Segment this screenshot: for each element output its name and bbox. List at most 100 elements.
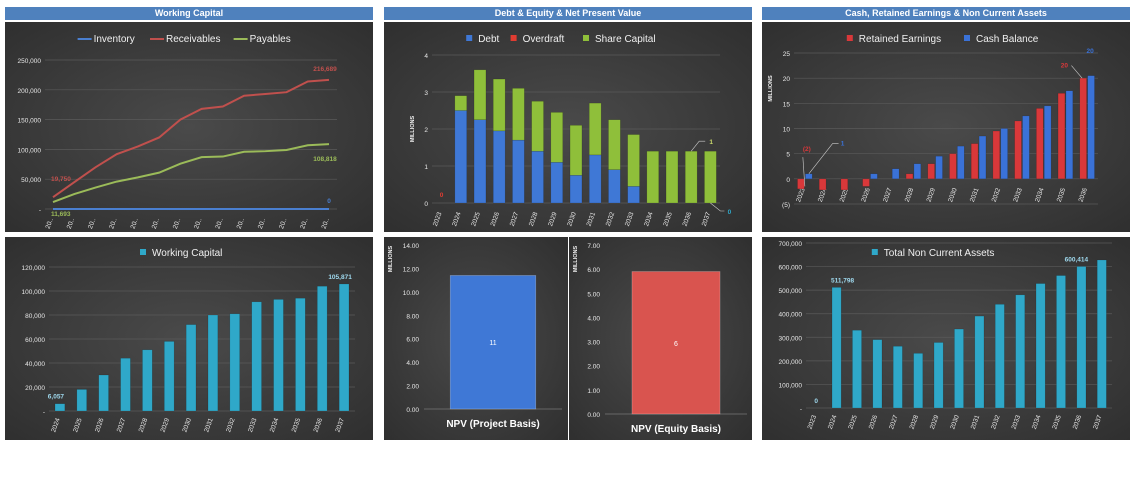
- x-tick-label: 20..: [236, 217, 246, 230]
- x-tick-label: 2036: [1077, 187, 1089, 203]
- data-label: 0: [814, 398, 818, 405]
- bar-debt: [608, 169, 621, 204]
- y-tick-label: 600,000: [779, 265, 803, 272]
- y-tick-label: 5.00: [587, 291, 600, 298]
- y-tick-label: 4.00: [587, 315, 600, 322]
- x-tick-label: 2023: [807, 414, 819, 430]
- x-tick-label: 2030: [949, 414, 961, 430]
- x-tick-label: 2030: [566, 211, 578, 227]
- x-tick-label: 2024: [817, 187, 829, 203]
- x-tick-label: 20..: [299, 217, 309, 230]
- y-tick-label: 4.00: [406, 360, 419, 367]
- legend-label: Working Capital: [152, 248, 222, 259]
- bar-working-capital-bars: [98, 374, 109, 412]
- y-tick-label: 150,000: [18, 118, 42, 125]
- x-tick-label: 2031: [970, 414, 982, 430]
- legend-swatch: [510, 35, 517, 41]
- bar-retained-earnings: [1079, 77, 1087, 180]
- legend-swatch: [140, 249, 146, 255]
- x-tick-label: 2024: [50, 417, 62, 433]
- y-tick-label: 120,000: [22, 265, 46, 272]
- legend-label: Receivables: [166, 34, 220, 45]
- x-tick-label: 2030: [947, 187, 959, 203]
- npv-bar: [449, 275, 537, 410]
- bar-cash-balance: [1022, 115, 1030, 180]
- x-tick-label: 2037: [334, 417, 346, 433]
- data-label: (2): [803, 146, 811, 153]
- y-tick-label: 500,000: [779, 288, 803, 295]
- y-tick-label: 15: [783, 101, 791, 108]
- x-tick-label: 2034: [643, 211, 655, 227]
- bar-cash-balance: [913, 163, 922, 180]
- y-tick-label: -: [39, 207, 41, 214]
- leader-line: [808, 143, 839, 174]
- leader-line: [1071, 65, 1083, 79]
- bar-retained-earnings: [818, 178, 827, 191]
- x-tick-label: 2031: [586, 211, 598, 227]
- x-tick-label: 2026: [868, 414, 880, 430]
- bar-cash-balance: [891, 168, 900, 180]
- x-tick-label: 2027: [116, 417, 128, 433]
- bar-non-current-assets: [954, 328, 964, 409]
- bar-working-capital-bars: [142, 349, 153, 412]
- y-tick-label: -: [43, 409, 45, 416]
- bar-non-current-assets: [933, 342, 944, 409]
- bar-share-capital: [588, 102, 602, 156]
- bar-cash-balance: [1000, 128, 1008, 180]
- header-debt-equity: Debt & Equity & Net Present Value: [384, 7, 752, 20]
- x-tick-label: 2031: [203, 417, 215, 433]
- bar-retained-earnings: [927, 163, 935, 180]
- data-label: 511,798: [831, 277, 855, 284]
- data-label: 11: [489, 340, 496, 347]
- legend-swatch: [846, 35, 853, 41]
- y-tick-label: 100,000: [18, 147, 42, 154]
- y-tick-label: 40,000: [25, 361, 45, 368]
- x-tick-label: 2028: [904, 187, 916, 203]
- x-tick-label: 2034: [1031, 414, 1043, 430]
- x-tick-label: 2023: [795, 187, 807, 203]
- y-tick-label: 14.00: [403, 243, 420, 250]
- header-cash-retained: Cash, Retained Earnings & Non Current As…: [762, 7, 1130, 20]
- y-tick-label: 80,000: [25, 313, 45, 320]
- y-tick-label: (5): [782, 202, 790, 209]
- bar-retained-earnings: [1014, 120, 1022, 180]
- x-tick-label: 2030: [181, 417, 193, 433]
- data-label: 600,414: [1065, 256, 1089, 263]
- y-tick-label: 50,000: [21, 177, 41, 184]
- data-label: 105,871: [328, 274, 352, 281]
- legend-label: Payables: [250, 34, 291, 45]
- data-label: 0: [440, 192, 444, 199]
- y-tick-label: 2.00: [406, 384, 419, 391]
- y-tick-label: 5: [786, 152, 790, 159]
- x-tick-label: 2027: [888, 414, 900, 430]
- x-tick-label: 2026: [94, 417, 106, 433]
- y-tick-label: 20: [783, 76, 791, 83]
- x-tick-label: 2024: [827, 414, 839, 430]
- leader-line: [710, 202, 725, 212]
- bar-non-current-assets: [974, 315, 985, 409]
- y-tick-label: 0.00: [406, 407, 419, 414]
- x-tick-label: 2032: [225, 417, 237, 433]
- non-current-assets-chart: - 100,000 200,000 300,000 400,000 500,000 600,…: [762, 237, 1130, 440]
- x-tick-label: 2034: [269, 417, 281, 433]
- bar-working-capital-bars: [295, 297, 306, 412]
- bar-share-capital: [646, 150, 660, 204]
- x-tick-label: 2035: [1051, 414, 1063, 430]
- x-tick-label: 2033: [247, 417, 259, 433]
- bar-debt: [454, 110, 468, 204]
- bar-share-capital: [454, 95, 468, 111]
- x-tick-label: 2037: [701, 211, 713, 227]
- bar-debt: [492, 130, 506, 204]
- x-tick-label: 2035: [1056, 187, 1068, 203]
- bar-working-capital-bars: [207, 314, 219, 412]
- x-tick-label: 2036: [682, 211, 694, 227]
- data-label: 1: [841, 141, 845, 148]
- bar-non-current-assets: [1056, 275, 1066, 409]
- x-tick-label: 2028: [528, 211, 540, 227]
- cash-retained-chart: (5) 0 5 10 15 20 25 MILLIONS 2023 2024 2025 2026 202…: [762, 22, 1130, 232]
- bar-debt: [627, 186, 640, 204]
- bar-working-capital-bars: [120, 357, 131, 412]
- bar-working-capital-bars: [317, 285, 328, 412]
- bar-share-capital: [684, 150, 698, 204]
- x-tick-label: 2029: [929, 414, 941, 430]
